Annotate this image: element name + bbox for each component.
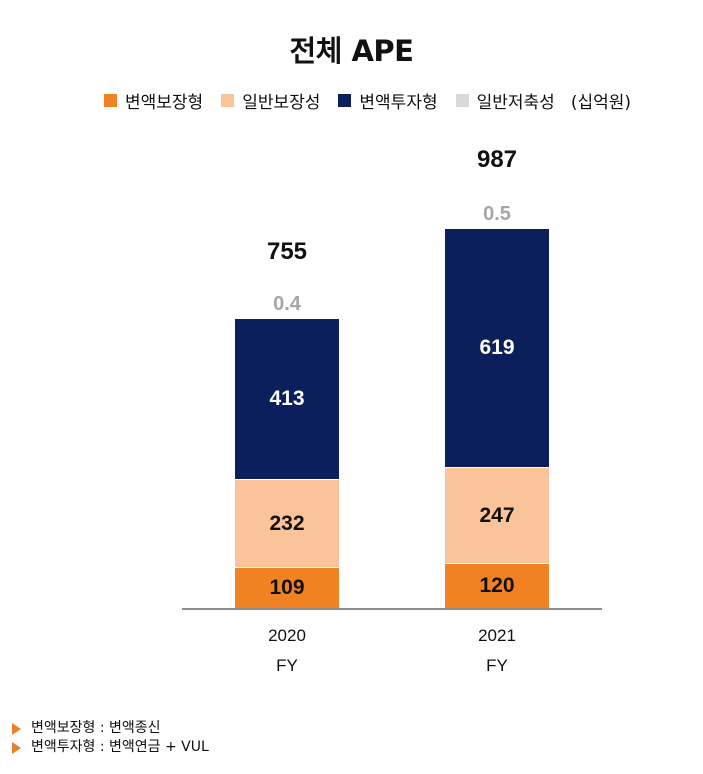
x-axis-line	[182, 608, 602, 610]
footnote-text: 변액투자형 : 변액연금 + VUL	[31, 739, 209, 755]
segment-value: 619	[479, 336, 515, 359]
unit-label: (십억원)	[570, 93, 631, 113]
total-label-2021: 987	[476, 146, 518, 173]
legend-label: 변액투자형	[359, 93, 438, 113]
segment-value: 232	[269, 511, 305, 535]
footnote-text: 변액보장형 : 변액종신	[31, 720, 161, 736]
bar-2020-var-protection: 109	[235, 567, 339, 608]
legend-swatch-navy	[338, 94, 352, 107]
legend-item-var-investment: 변액투자형	[338, 88, 438, 113]
legend-item-var-protection: 변액보장형	[104, 88, 203, 113]
x-tick-period: FY	[276, 656, 298, 675]
segment-value: 109	[269, 576, 305, 599]
chart-legend: 변액보장형 일반보장성 변액투자형 일반저축성 (십억원)	[104, 88, 631, 113]
chart-title: 전체 APE	[289, 34, 414, 68]
segment-value: 413	[269, 387, 305, 410]
savings-label-2021: 0.5	[483, 203, 511, 225]
x-tick-year: 2020	[268, 626, 306, 645]
legend-swatch-orange	[104, 94, 117, 107]
footnote-item: 변액투자형 : 변액연금 + VUL	[12, 738, 209, 757]
bar-2020-general-protection: 232	[235, 479, 339, 567]
bar-2021-var-investment: 619	[445, 229, 549, 467]
bar-2021-var-protection: 120	[445, 563, 549, 608]
triangle-bullet-icon	[12, 722, 21, 735]
legend-item-general-protection: 일반보장성	[221, 88, 320, 113]
segment-value: 247	[479, 503, 515, 527]
segment-value: 120	[479, 574, 515, 597]
x-tick-2020: 2020 FY	[227, 621, 347, 681]
triangle-bullet-icon	[12, 741, 21, 754]
legend-swatch-peach	[221, 94, 235, 107]
legend-label: 변액보장형	[125, 93, 204, 113]
x-tick-period: FY	[486, 656, 508, 675]
x-tick-2021: 2021 FY	[437, 621, 557, 681]
legend-label: 일반저축성	[476, 93, 555, 113]
footnote-item: 변액보장형 : 변액종신	[12, 719, 209, 738]
x-tick-year: 2021	[478, 626, 516, 645]
legend-item-general-savings: 일반저축성	[455, 88, 555, 113]
bar-2020-var-investment: 413	[235, 319, 339, 479]
legend-label: 일반보장성	[242, 93, 321, 113]
bar-2021-general-protection: 247	[445, 467, 549, 563]
savings-label-2020: 0.4	[273, 293, 301, 315]
footnotes: 변액보장형 : 변액종신 변액투자형 : 변액연금 + VUL	[12, 719, 209, 757]
total-label-2020: 755	[266, 238, 308, 265]
legend-swatch-gray	[455, 94, 469, 107]
